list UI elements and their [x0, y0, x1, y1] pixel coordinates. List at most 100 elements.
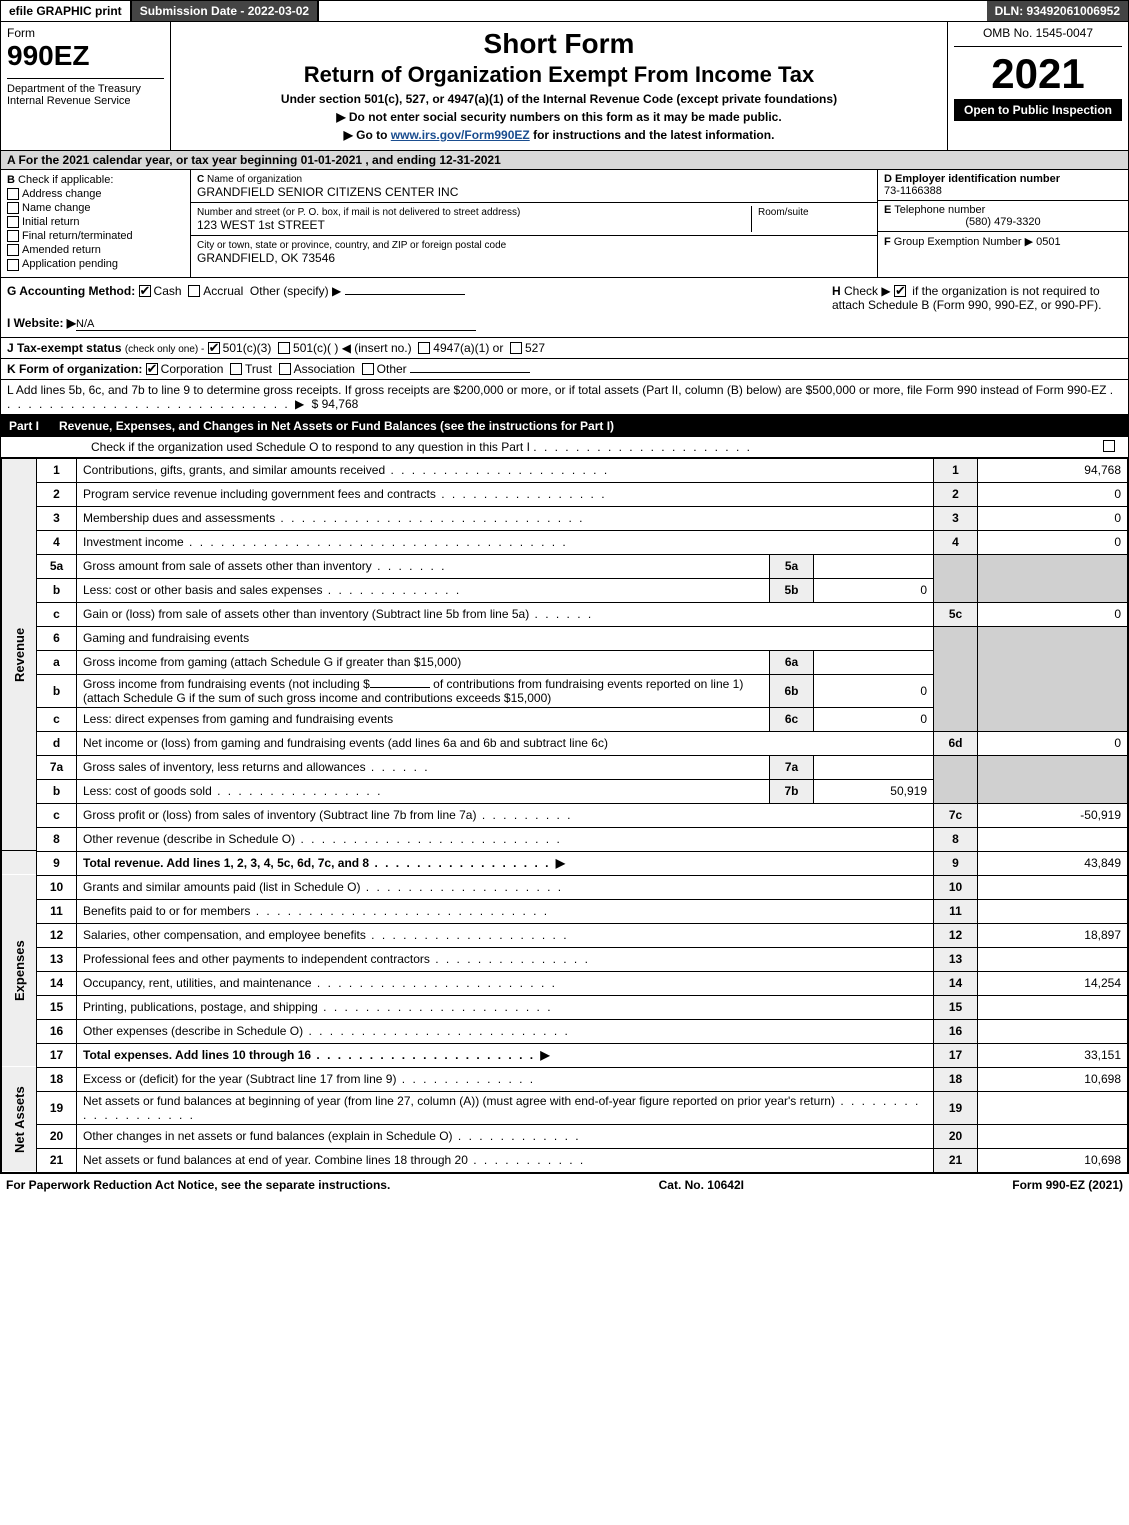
line-6: 6 Gaming and fundraising events [2, 626, 1128, 650]
accounting-method-label: G Accounting Method: [7, 284, 135, 298]
chk-amended-return[interactable]: Amended return [7, 244, 184, 256]
header-left: Form 990EZ Department of the Treasury In… [1, 22, 171, 150]
row-j-tax-exempt: J Tax-exempt status (check only one) - 5… [0, 338, 1129, 359]
street-label: Number and street (or P. O. box, if mail… [197, 207, 520, 218]
chk-final-return[interactable]: Final return/terminated [7, 230, 184, 242]
chk-name-change[interactable]: Name change [7, 202, 184, 214]
accounting-method-row: G Accounting Method: Cash Accrual Other … [7, 284, 822, 298]
part-i-roman: Part I [9, 419, 59, 433]
letter-c: C [197, 174, 204, 185]
line-11: 11 Benefits paid to or for members . . .… [2, 899, 1128, 923]
part-i-check-note: Check if the organization used Schedule … [1, 437, 1128, 458]
arrow-icon: ▶ [1025, 236, 1033, 248]
h-check-label: Check ▶ [844, 284, 891, 298]
line-17: 17 Total expenses. Add lines 10 through … [2, 1043, 1128, 1067]
row-l-text: L Add lines 5b, 6c, and 7b to line 9 to … [7, 383, 1106, 397]
chk-501c3[interactable] [208, 342, 220, 354]
chk-schedule-o[interactable] [1103, 440, 1115, 452]
line-21: 21 Net assets or fund balances at end of… [2, 1148, 1128, 1172]
chk-application-pending[interactable]: Application pending [7, 258, 184, 270]
contrib-amount-input[interactable] [370, 687, 430, 688]
row-k-form-of-org: K Form of organization: Corporation Trus… [0, 359, 1129, 380]
line-9: 9 Total revenue. Add lines 1, 2, 3, 4, 5… [2, 851, 1128, 875]
line-10: Expenses 10 Grants and similar amounts p… [2, 875, 1128, 899]
chk-association[interactable] [279, 363, 291, 375]
chk-initial-return[interactable]: Initial return [7, 216, 184, 228]
chk-schedule-b[interactable] [894, 285, 906, 297]
row-l-amount: $ 94,768 [312, 397, 359, 411]
website-value: N/A [76, 318, 94, 330]
footer-left: For Paperwork Reduction Act Notice, see … [6, 1178, 390, 1192]
other-org-input[interactable] [410, 372, 530, 373]
line-16: 16 Other expenses (describe in Schedule … [2, 1019, 1128, 1043]
line-8: 8 Other revenue (describe in Schedule O)… [2, 827, 1128, 851]
omb-number: OMB No. 1545-0047 [954, 26, 1122, 47]
dept-label: Department of the Treasury Internal Reve… [7, 78, 164, 107]
line-1: Revenue 1 Contributions, gifts, grants, … [2, 458, 1128, 482]
line-14: 14 Occupancy, rent, utilities, and maint… [2, 971, 1128, 995]
irs-link[interactable]: www.irs.gov/Form990EZ [391, 128, 530, 142]
netassets-sidebar: Net Assets [2, 1067, 37, 1172]
street-address: 123 WEST 1st STREET [197, 218, 325, 232]
submission-date-label: Submission Date - 2022-03-02 [132, 1, 319, 21]
city-label: City or town, state or province, country… [197, 240, 506, 251]
org-name: GRANDFIELD SENIOR CITIZENS CENTER INC [197, 185, 458, 199]
letter-f: F [884, 236, 891, 248]
website-row: I Website: ▶N/A [7, 316, 822, 331]
line-5a: 5a Gross amount from sale of assets othe… [2, 554, 1128, 578]
ein-label: Employer identification number [895, 173, 1060, 185]
page-footer: For Paperwork Reduction Act Notice, see … [0, 1174, 1129, 1196]
line-4: 4 Investment income . . . . . . . . . . … [2, 530, 1128, 554]
section-ghi: G Accounting Method: Cash Accrual Other … [0, 278, 1129, 338]
chk-address-change[interactable]: Address change [7, 188, 184, 200]
footer-center: Cat. No. 10642I [659, 1178, 744, 1192]
row-l-gross-receipts: L Add lines 5b, 6c, and 7b to line 9 to … [0, 380, 1129, 415]
ein-value: 73-1166388 [884, 185, 942, 197]
top-bar: efile GRAPHIC print Submission Date - 20… [0, 0, 1129, 22]
check-applicable-label: Check if applicable: [18, 174, 113, 186]
note-ssn: ▶ Do not enter social security numbers o… [177, 110, 941, 124]
chk-trust[interactable] [230, 363, 242, 375]
row-a-calendar-year: A For the 2021 calendar year, or tax yea… [0, 151, 1129, 170]
letter-h: H [832, 284, 841, 298]
line-3: 3 Membership dues and assessments . . . … [2, 506, 1128, 530]
line-18: Net Assets 18 Excess or (deficit) for th… [2, 1067, 1128, 1091]
column-c-org-info: C Name of organization GRANDFIELD SENIOR… [191, 170, 878, 277]
column-h: H Check ▶ if the organization is not req… [822, 284, 1122, 331]
column-b-checkboxes: B Check if applicable: Address change Na… [1, 170, 191, 277]
spacer [319, 1, 986, 21]
tax-year: 2021 [954, 53, 1122, 95]
chk-cash[interactable] [139, 285, 151, 297]
group-exemption-value: 0501 [1036, 236, 1060, 248]
section-bcdef: B Check if applicable: Address change Na… [0, 170, 1129, 278]
line-7a: 7a Gross sales of inventory, less return… [2, 755, 1128, 779]
line-5c: c Gain or (loss) from sale of assets oth… [2, 602, 1128, 626]
part-i-header: Part I Revenue, Expenses, and Changes in… [1, 415, 1128, 437]
phone-value: (580) 479-3320 [884, 216, 1122, 228]
dln-label: DLN: 93492061006952 [987, 1, 1128, 21]
line-15: 15 Printing, publications, postage, and … [2, 995, 1128, 1019]
chk-accrual[interactable] [188, 285, 200, 297]
letter-e: E [884, 204, 891, 216]
tax-exempt-label: J Tax-exempt status [7, 341, 122, 355]
org-name-label: Name of organization [207, 174, 302, 185]
group-exemption-label: Group Exemption Number [894, 236, 1022, 248]
efile-print-label[interactable]: efile GRAPHIC print [1, 1, 132, 21]
line-7c: c Gross profit or (loss) from sales of i… [2, 803, 1128, 827]
chk-501c[interactable] [278, 342, 290, 354]
chk-other-org[interactable] [362, 363, 374, 375]
letter-b: B [7, 174, 15, 186]
header-center: Short Form Return of Organization Exempt… [171, 22, 948, 150]
chk-4947[interactable] [418, 342, 430, 354]
chk-527[interactable] [510, 342, 522, 354]
footer-right: Form 990-EZ (2021) [1012, 1178, 1123, 1192]
other-specify-input[interactable] [345, 294, 465, 295]
revenue-sidebar: Revenue [2, 458, 37, 851]
subtitle: Under section 501(c), 527, or 4947(a)(1)… [177, 92, 941, 106]
letter-d: D [884, 173, 892, 185]
roomsuite-label: Room/suite [758, 207, 809, 218]
line-2: 2 Program service revenue including gove… [2, 482, 1128, 506]
form-number: 990EZ [7, 40, 164, 72]
city-state-zip: GRANDFIELD, OK 73546 [197, 251, 335, 265]
chk-corporation[interactable] [146, 363, 158, 375]
